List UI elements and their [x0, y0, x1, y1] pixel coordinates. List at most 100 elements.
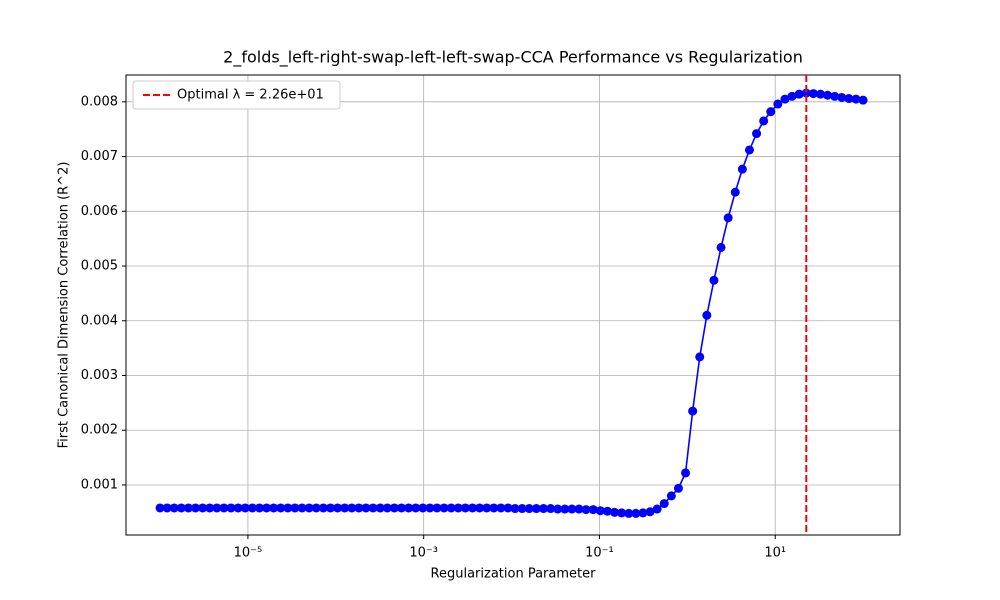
data-point — [382, 503, 392, 513]
legend-label: Optimal λ = 2.26e+01 — [177, 88, 324, 103]
data-point — [787, 91, 797, 101]
x-tick-label: 10⁻⁵ — [234, 546, 263, 561]
data-point — [844, 94, 854, 104]
data-point — [531, 504, 541, 514]
data-point — [666, 491, 676, 501]
y-tick-label: 0.008 — [81, 94, 118, 109]
data-point — [652, 504, 662, 514]
data-point — [766, 107, 776, 117]
data-point — [602, 506, 612, 516]
data-point — [553, 504, 563, 514]
data-point — [297, 503, 307, 513]
data-point — [460, 503, 470, 513]
data-point — [183, 503, 193, 513]
data-point — [858, 95, 868, 105]
data-point — [354, 503, 364, 513]
data-point — [823, 90, 833, 100]
data-point — [681, 468, 691, 478]
x-axis-label: Regularization Parameter — [431, 567, 597, 582]
data-point — [446, 503, 456, 513]
data-point — [524, 504, 534, 514]
data-point — [815, 89, 825, 99]
data-point — [489, 503, 499, 513]
data-point — [482, 503, 492, 513]
y-tick-label: 0.006 — [81, 204, 118, 219]
data-point — [396, 503, 406, 513]
data-point — [744, 145, 754, 155]
data-point — [389, 503, 399, 513]
data-point — [219, 503, 229, 513]
data-point — [226, 503, 236, 513]
data-point — [574, 504, 584, 514]
data-point — [262, 503, 272, 513]
data-point — [517, 504, 527, 514]
data-point — [581, 505, 591, 515]
data-point — [510, 504, 520, 514]
data-point — [595, 506, 605, 516]
data-point — [617, 508, 627, 518]
chart-title: 2_folds_left-right-swap-left-left-swap-C… — [223, 48, 803, 68]
y-tick-label: 0.003 — [81, 368, 118, 383]
x-tick-label: 10⁻³ — [409, 546, 438, 561]
data-point — [794, 89, 804, 99]
data-point — [837, 92, 847, 102]
x-tick-label: 10¹ — [764, 546, 786, 561]
data-point — [503, 503, 513, 513]
data-point — [709, 275, 719, 285]
data-point — [695, 352, 705, 362]
data-point — [624, 508, 634, 518]
plot-frame — [125, 74, 901, 536]
data-point — [404, 503, 414, 513]
data-point — [198, 503, 208, 513]
data-point — [254, 503, 264, 513]
data-point — [546, 504, 556, 514]
data-point — [702, 310, 712, 320]
data-point — [560, 504, 570, 514]
data-point — [567, 504, 577, 514]
data-line — [160, 92, 864, 515]
data-point — [808, 89, 818, 99]
data-point — [240, 503, 250, 513]
data-point — [418, 503, 428, 513]
data-point — [645, 507, 655, 517]
data-point — [730, 187, 740, 197]
data-point — [716, 242, 726, 252]
data-point — [688, 406, 698, 416]
data-point — [659, 499, 669, 509]
y-tick-label: 0.007 — [81, 149, 118, 164]
data-point — [325, 503, 335, 513]
x-tick-label: 10⁻¹ — [585, 546, 614, 561]
y-tick-label: 0.005 — [81, 259, 118, 274]
data-point — [475, 503, 485, 513]
data-point — [411, 503, 421, 513]
data-point — [638, 508, 648, 518]
data-point — [439, 503, 449, 513]
data-point — [276, 503, 286, 513]
data-point — [169, 503, 179, 513]
data-point — [723, 213, 733, 223]
data-point — [780, 94, 790, 104]
data-point — [269, 503, 279, 513]
data-point — [340, 503, 350, 513]
y-tick-label: 0.001 — [81, 477, 118, 492]
y-tick-label: 0.002 — [81, 423, 118, 438]
data-point — [759, 116, 769, 126]
data-point — [610, 507, 620, 517]
data-point — [752, 129, 762, 139]
data-point — [290, 503, 300, 513]
data-point — [347, 503, 357, 513]
data-point — [155, 503, 165, 513]
legend-box — [132, 80, 341, 110]
data-point — [773, 99, 783, 109]
data-point — [233, 503, 243, 513]
data-point — [453, 503, 463, 513]
data-point — [375, 503, 385, 513]
data-point — [851, 94, 861, 104]
data-point — [588, 505, 598, 515]
data-point — [283, 503, 293, 513]
data-point — [212, 503, 222, 513]
y-tick-label: 0.004 — [81, 313, 118, 328]
data-point — [368, 503, 378, 513]
data-point — [205, 503, 215, 513]
y-axis-label: First Canonical Dimension Correlation (R… — [57, 162, 72, 449]
